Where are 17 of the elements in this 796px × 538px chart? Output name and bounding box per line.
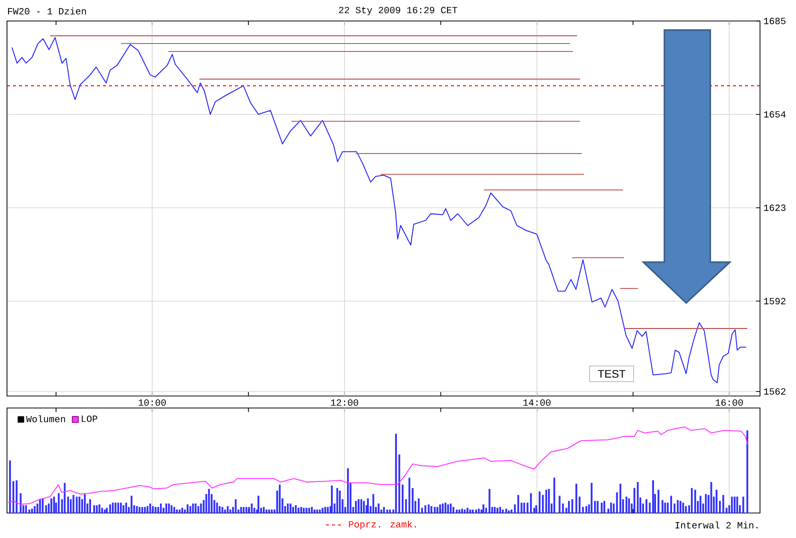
x-tick-label: 10:00 <box>138 399 166 406</box>
x-tick-label: 12:00 <box>331 399 358 406</box>
chart-subtitle: 22 Sty 2009 16:29 CET <box>339 6 458 16</box>
chart-title: FW20 - 1 Dzien <box>8 8 86 14</box>
line-series <box>12 37 747 384</box>
y-tick-label: 1685 <box>764 18 786 24</box>
annotation: TEST <box>598 370 626 378</box>
text: Interwal 2 Min. <box>676 522 758 528</box>
legend-label: Poprz. zamk. <box>348 520 416 530</box>
y-tick-label: 1623 <box>764 204 786 211</box>
y-tick-label: 1592 <box>764 298 786 304</box>
x-tick-label: 14:00 <box>523 399 551 406</box>
x-tick-label: 16:00 <box>716 399 743 406</box>
y-tick-label: 1562 <box>764 388 786 395</box>
legend-label: LOP <box>82 416 98 422</box>
y-tick-label: 1654 <box>764 111 786 118</box>
legend-label: Wolumen <box>26 415 66 422</box>
